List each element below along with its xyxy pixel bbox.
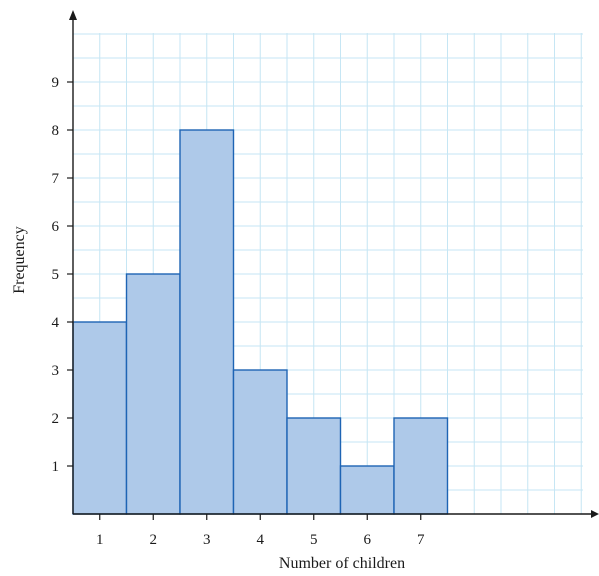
y-tick-label: 4 <box>52 315 60 331</box>
bar-4 <box>232 369 288 515</box>
bars <box>72 129 449 515</box>
tick-labels: 1 2 3 4 5 6 7 1 2 3 4 5 6 7 8 9 <box>52 75 426 548</box>
bar-3 <box>179 129 235 515</box>
x-axis-title: Number of children <box>279 555 405 572</box>
y-tick-label: 1 <box>52 459 60 475</box>
x-axis-arrow-icon <box>591 510 599 518</box>
x-tick-label: 2 <box>150 532 158 548</box>
bar-6 <box>339 465 395 515</box>
x-tick-label: 5 <box>310 532 318 548</box>
x-tick-label: 7 <box>417 532 425 548</box>
axes <box>69 10 599 518</box>
x-tick-label: 3 <box>203 532 211 548</box>
y-tick-label: 5 <box>52 267 60 283</box>
y-axis-title: Frequency <box>11 226 28 294</box>
y-tick-label: 7 <box>52 171 60 187</box>
y-tick-label: 2 <box>52 411 60 427</box>
bar-7 <box>393 417 449 515</box>
y-axis-arrow-icon <box>69 10 77 20</box>
bar-2 <box>125 273 181 515</box>
x-tick-label: 1 <box>96 532 104 548</box>
y-tick-label: 8 <box>52 123 60 139</box>
y-tick-label: 6 <box>52 219 60 235</box>
tick-marks <box>67 81 422 520</box>
y-tick-label: 9 <box>52 75 60 91</box>
y-tick-label: 3 <box>52 363 60 379</box>
x-tick-label: 6 <box>364 532 372 548</box>
bar-5 <box>286 417 342 515</box>
bar-1 <box>72 321 128 515</box>
x-tick-label: 4 <box>257 532 265 548</box>
